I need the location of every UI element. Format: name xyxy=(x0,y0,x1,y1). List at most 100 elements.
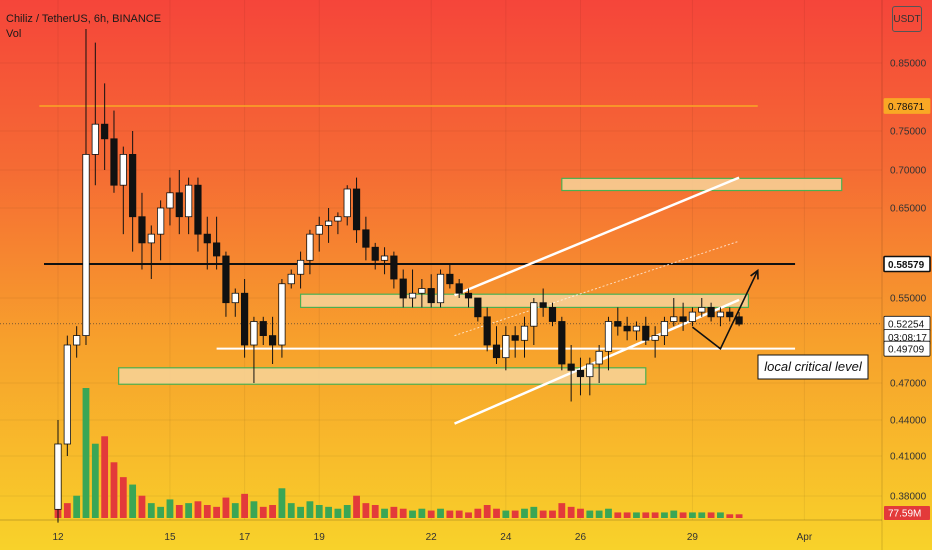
candle-body xyxy=(166,192,174,209)
volume-bar xyxy=(511,510,519,518)
candle-body xyxy=(240,292,249,346)
volume-bar xyxy=(110,462,118,518)
candle-body xyxy=(604,321,613,352)
candle-body xyxy=(296,259,305,275)
volume-bar xyxy=(698,512,706,518)
volume-bar xyxy=(213,506,221,518)
candle-body xyxy=(464,292,473,299)
x-tick-label: 24 xyxy=(500,532,512,543)
volume-bar xyxy=(409,510,416,518)
volume-bar xyxy=(185,503,193,518)
candle-body xyxy=(660,321,669,337)
volume-bar xyxy=(241,493,248,518)
volume-bar xyxy=(222,497,230,518)
volume-bar xyxy=(399,508,407,518)
volume-bar xyxy=(73,495,81,518)
volume-bar xyxy=(91,443,99,518)
volume-bar xyxy=(455,510,463,518)
volume-bar xyxy=(707,512,715,518)
y-tick-label: 0.85000 xyxy=(890,59,927,70)
candle-body xyxy=(175,192,183,218)
volume-bar xyxy=(493,508,500,518)
volume-bar xyxy=(446,510,454,518)
volume-bar xyxy=(101,436,109,518)
candle-body xyxy=(446,273,454,285)
y-tick-label: 0.44000 xyxy=(890,416,927,427)
candle-body xyxy=(539,302,547,308)
volume-bar xyxy=(502,510,510,518)
candle-body xyxy=(651,335,659,341)
volume-bar xyxy=(315,505,323,518)
chart-header: Chiliz / TetherUS, 6h, BINANCE Vol xyxy=(6,12,161,42)
volume-bar xyxy=(605,508,612,518)
volume-bar xyxy=(595,510,603,518)
volume-bar xyxy=(586,510,594,518)
y-tick-label: 0.38000 xyxy=(890,492,927,503)
volume-bar xyxy=(325,506,332,518)
price-label-box xyxy=(883,340,931,357)
annotation-text: local critical level xyxy=(764,359,863,374)
volume-bar xyxy=(437,508,444,518)
candle-body xyxy=(390,255,398,280)
volume-bar xyxy=(82,388,90,518)
candle-body xyxy=(548,306,557,322)
volume-bar xyxy=(129,484,137,518)
x-tick-label: 22 xyxy=(426,532,438,543)
volume-bar xyxy=(717,512,724,518)
volume-bar xyxy=(194,501,202,518)
candle-body xyxy=(707,306,715,318)
volume-bar xyxy=(661,512,668,518)
volume-bar xyxy=(353,495,360,518)
candle-body xyxy=(502,335,510,359)
price-label: 0.52254 xyxy=(888,320,925,331)
candle-body xyxy=(474,297,482,318)
candle-body xyxy=(157,207,165,235)
currency-button[interactable]: USDT xyxy=(892,6,922,32)
volume-bar xyxy=(539,510,547,518)
volume-bar xyxy=(633,512,640,518)
candle-body xyxy=(222,255,230,304)
volume-bar xyxy=(119,477,127,518)
candle-body xyxy=(129,153,137,218)
volume-bar xyxy=(483,505,491,518)
y-tick-label: 0.55000 xyxy=(890,294,927,305)
candle-body xyxy=(119,153,127,186)
candle-body xyxy=(268,335,277,346)
y-tick-label: 0.65000 xyxy=(890,204,927,215)
candle-body xyxy=(576,369,585,378)
candle-body xyxy=(520,325,529,341)
volume-bar xyxy=(530,506,538,518)
candle-body xyxy=(185,184,193,218)
volume-bar xyxy=(549,510,556,518)
candle-body xyxy=(586,363,594,378)
candle-body xyxy=(455,283,463,294)
candle-body xyxy=(735,316,743,325)
candle-body xyxy=(642,325,650,341)
volume-bar xyxy=(735,514,743,518)
volume-bar xyxy=(390,506,398,518)
candle-body xyxy=(63,344,71,445)
candle-body xyxy=(315,225,323,235)
candle-body xyxy=(436,273,445,304)
candle-body xyxy=(371,246,379,261)
price-label-box xyxy=(883,255,931,273)
candle-body xyxy=(73,335,81,346)
volume-label: Vol xyxy=(6,28,22,40)
candle-body xyxy=(530,302,538,327)
volume-bar xyxy=(269,505,276,518)
candle-body xyxy=(203,233,211,244)
candle-body xyxy=(306,233,314,261)
volume-bar xyxy=(334,508,342,518)
annotation-box xyxy=(757,354,869,380)
projection-path xyxy=(691,270,759,351)
candle-body xyxy=(399,278,407,299)
volume-bar xyxy=(381,508,388,518)
volume-bar xyxy=(427,510,435,518)
volume-bar xyxy=(642,512,650,518)
candle-body xyxy=(82,153,90,336)
volume-bar xyxy=(362,503,370,518)
volume-bar xyxy=(679,512,687,518)
y-tick-label: 0.75000 xyxy=(890,127,927,138)
